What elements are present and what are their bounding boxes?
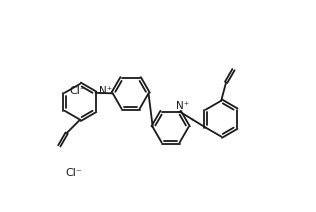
- Text: Cl⁻: Cl⁻: [65, 168, 82, 178]
- Text: N⁺: N⁺: [99, 86, 112, 96]
- Text: N⁺: N⁺: [176, 101, 189, 111]
- Text: Cl⁻: Cl⁻: [70, 86, 86, 96]
